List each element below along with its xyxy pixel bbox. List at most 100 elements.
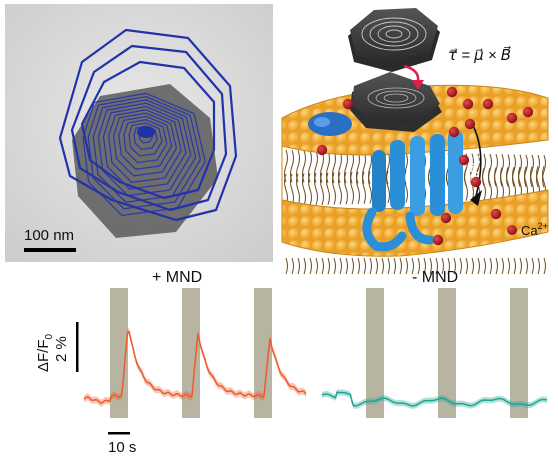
lipid-tail [296, 173, 300, 206]
lipid-tail [512, 154, 516, 187]
lipid-tail [386, 170, 390, 204]
calcium-ion [440, 212, 452, 224]
micrograph-scale-label: 100 nm [24, 227, 74, 244]
lipid-tail [513, 257, 516, 275]
lipid-tail [411, 257, 414, 275]
inner-contour [97, 102, 192, 197]
lipid-tail [356, 171, 360, 205]
lipid-tail [465, 257, 468, 275]
time-scale-label: 10 s [108, 439, 136, 456]
outer-contour [80, 60, 216, 200]
calcium-ion [462, 98, 474, 110]
lipid-tail [297, 257, 300, 275]
vortex-core [137, 126, 155, 138]
inner-contour [87, 95, 202, 210]
inner-contour [82, 92, 206, 217]
lipid-tail [321, 257, 324, 275]
lipid-tail [338, 172, 342, 205]
lipid-tail [531, 257, 534, 275]
stimulus-bar [110, 288, 128, 418]
lipid-tail [351, 257, 354, 275]
lipid-tail [357, 257, 360, 275]
calcium-legend-icon [507, 225, 517, 235]
calcium-ion [342, 98, 354, 110]
nanodisc-floating-top [350, 8, 438, 62]
lipid-tail [453, 257, 456, 275]
plus-mnd-sem-band [84, 328, 306, 407]
lipid-tail [506, 167, 510, 200]
calcium-traces [83, 328, 548, 409]
without-mnd-title: - MND [412, 269, 458, 286]
calcium-ion [464, 118, 476, 130]
calcium-ion [432, 234, 444, 246]
lipid-tail [308, 173, 312, 206]
inner-contour [113, 112, 178, 177]
outer-contour [70, 44, 228, 212]
calcium-ion [458, 154, 470, 166]
stimulus-bar [254, 288, 272, 418]
lipid-tail [494, 167, 498, 200]
calcium-ion [482, 98, 494, 110]
micrograph-scale-bar [24, 248, 76, 252]
channel-loop [405, 211, 435, 245]
ion-flux-arrowhead [470, 190, 482, 206]
lipid-tail [536, 154, 540, 188]
lipid-tail [339, 257, 342, 275]
trace-panel: + MND - MND ΔF/F0 2 % 10 s [35, 269, 548, 456]
lipid-tail [399, 257, 402, 275]
lipid-tail [537, 257, 540, 275]
lipid-tail [309, 257, 312, 275]
stimulus-bar [366, 288, 384, 418]
lipid-tail [471, 257, 474, 275]
calcium-ion [490, 208, 502, 220]
lipid-tail [302, 173, 306, 206]
lipid-tail [326, 172, 330, 205]
y-scale-label: ΔF/F0 [35, 333, 55, 372]
stimulus-bar [182, 288, 200, 418]
lipid-tail [332, 172, 336, 205]
lipid-tail [423, 257, 426, 275]
calcium-ion [522, 106, 534, 118]
minus-mnd-sem-band [322, 389, 547, 409]
torque-equation: τ⃗ = μ⃗ × B⃗ [448, 45, 511, 64]
lipid-tail [363, 257, 366, 275]
calcium-ion [506, 112, 518, 124]
stimulus-bar [438, 288, 456, 418]
y-scale-label-group: ΔF/F0 2 % [35, 333, 70, 372]
lipid-tail [393, 257, 396, 275]
minus-mnd-trace [321, 391, 548, 407]
lipid-tail [506, 154, 510, 187]
lipid-tail [429, 257, 432, 275]
channel-helix [430, 134, 445, 216]
inner-contour [92, 99, 197, 203]
calcium-ions [316, 86, 534, 246]
lipid-tail [417, 257, 420, 275]
lipid-patch [308, 112, 352, 136]
lipid-tail [435, 257, 438, 275]
lipid-patch-highlight [314, 117, 330, 127]
stimulus-bars [110, 288, 528, 418]
inner-contour [123, 119, 168, 164]
inner-contour [128, 122, 163, 157]
lipid-tail [542, 154, 546, 188]
vortex-contours [58, 28, 238, 222]
lipid-tail [369, 257, 372, 275]
inner-contour [118, 115, 173, 170]
calcium-ion [470, 176, 482, 188]
lipid-tail [447, 257, 450, 275]
lipid-tail [291, 257, 294, 275]
channel-helix [410, 136, 425, 216]
lipid-tail [482, 167, 486, 201]
lipid-tail [345, 257, 348, 275]
inner-contour [102, 105, 187, 190]
lipid-tail [518, 154, 522, 187]
lipid-tail [320, 172, 324, 206]
lipid-tail [387, 257, 390, 275]
lipid-tail [488, 167, 492, 201]
lipid-tail [285, 257, 288, 275]
lipid-tail [519, 257, 522, 275]
lipid-tail [459, 257, 462, 275]
y-scale-value: 2 % [53, 336, 70, 362]
calcium-ion [448, 126, 460, 138]
